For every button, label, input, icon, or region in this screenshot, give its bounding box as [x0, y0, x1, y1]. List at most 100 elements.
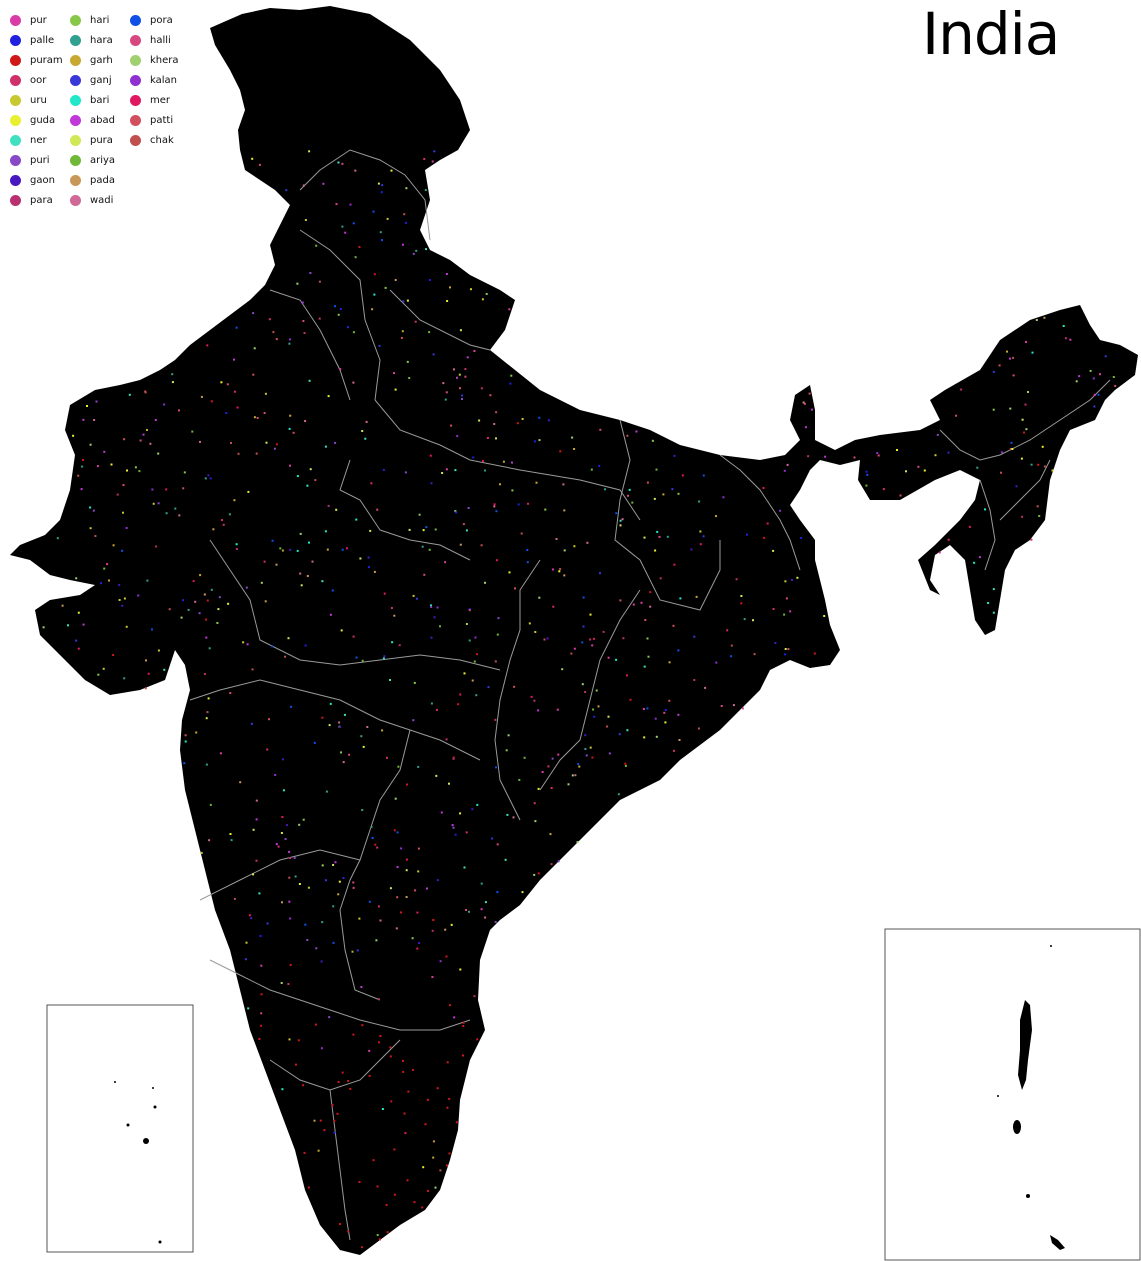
place-point	[666, 535, 669, 538]
place-point	[260, 1024, 263, 1027]
place-point	[576, 841, 579, 844]
place-point	[308, 150, 311, 153]
place-point	[631, 501, 634, 504]
legend-item-kalan: kalan	[130, 72, 177, 88]
place-point	[352, 635, 355, 638]
place-point	[289, 917, 292, 920]
place-point	[323, 1129, 326, 1132]
place-point	[563, 509, 566, 512]
place-point	[157, 502, 160, 505]
place-point	[976, 466, 979, 469]
place-point	[452, 826, 455, 829]
place-point	[260, 964, 263, 967]
place-point	[205, 618, 207, 621]
place-point	[268, 318, 271, 321]
place-point	[432, 919, 435, 921]
place-point	[474, 636, 477, 639]
place-point	[774, 642, 777, 644]
place-point	[454, 469, 457, 472]
place-point	[779, 509, 782, 512]
place-point	[1064, 337, 1067, 340]
place-point	[306, 575, 309, 577]
place-point	[401, 330, 404, 333]
place-point	[366, 726, 369, 728]
place-point	[521, 418, 524, 420]
place-point	[484, 901, 487, 904]
place-point	[448, 782, 450, 785]
place-point	[655, 735, 658, 738]
andaman-nicobar-islands	[997, 945, 1065, 1250]
legend-swatch	[70, 74, 81, 86]
place-point	[421, 545, 424, 548]
place-point	[209, 803, 212, 806]
place-point	[425, 248, 427, 251]
place-point	[317, 1149, 320, 1152]
place-point	[800, 536, 803, 539]
place-point	[245, 941, 248, 944]
place-point	[643, 536, 646, 539]
legend-label: halli	[150, 34, 171, 46]
place-point	[372, 210, 375, 213]
place-point	[448, 1097, 451, 1100]
place-point	[617, 793, 620, 796]
place-point	[77, 647, 80, 650]
place-point	[1021, 418, 1024, 421]
place-point	[93, 419, 96, 421]
place-point	[403, 213, 406, 216]
place-point	[581, 683, 584, 686]
place-point	[557, 860, 560, 863]
place-point	[406, 1179, 409, 1182]
place-point	[462, 1025, 465, 1027]
place-point	[449, 1004, 452, 1007]
place-point	[289, 548, 292, 551]
place-point	[1020, 457, 1023, 460]
place-point	[385, 1204, 388, 1206]
place-point	[106, 563, 109, 566]
place-point	[647, 655, 650, 658]
place-point	[646, 637, 649, 640]
place-point	[485, 293, 488, 295]
place-point	[495, 766, 497, 769]
place-point	[659, 577, 662, 580]
place-point	[415, 249, 418, 252]
place-point	[495, 437, 497, 440]
place-point	[544, 508, 547, 511]
place-point	[377, 905, 380, 908]
place-point	[865, 484, 868, 487]
place-point	[256, 417, 259, 419]
place-point	[273, 447, 276, 450]
legend-swatch	[10, 34, 21, 46]
place-point	[308, 541, 310, 544]
place-point	[275, 443, 278, 446]
place-point	[635, 430, 638, 433]
place-point	[332, 905, 335, 908]
place-point	[493, 503, 496, 506]
place-point	[571, 436, 574, 439]
place-point	[251, 157, 254, 160]
place-point	[271, 645, 274, 648]
place-point	[235, 543, 238, 546]
place-point	[225, 412, 228, 414]
place-point	[112, 544, 115, 547]
place-point	[314, 1023, 317, 1026]
place-point	[787, 648, 790, 651]
place-point	[373, 273, 376, 276]
place-point	[495, 411, 498, 414]
place-point	[300, 584, 303, 587]
place-point	[412, 719, 415, 722]
legend-item-palle: palle	[10, 32, 54, 48]
place-point	[456, 435, 459, 438]
place-point	[424, 1123, 427, 1126]
legend-label: abad	[90, 114, 115, 126]
place-point	[402, 243, 404, 246]
place-point	[693, 679, 696, 681]
place-suffix-points	[42, 150, 1117, 1249]
place-point	[444, 928, 447, 931]
place-point	[393, 829, 396, 832]
place-point	[393, 1193, 396, 1196]
place-point	[810, 408, 813, 411]
place-point	[786, 463, 789, 466]
place-point	[319, 1119, 322, 1122]
place-point	[463, 672, 466, 675]
place-point	[592, 708, 595, 711]
